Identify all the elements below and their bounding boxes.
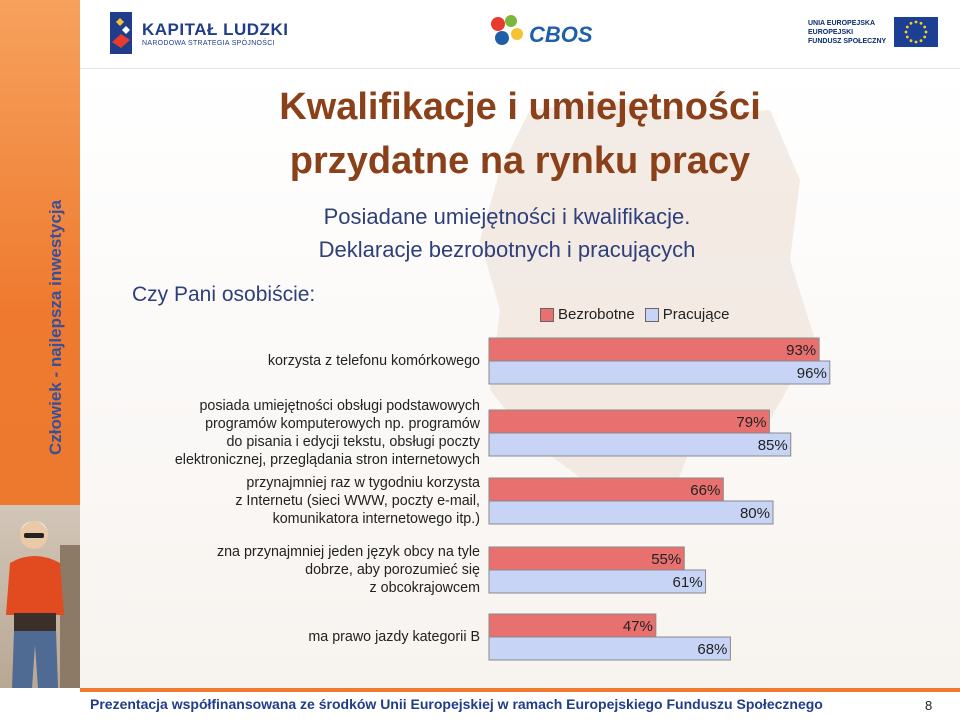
eu-flag-icon: [894, 17, 939, 47]
chart-legend: Bezrobotne Pracujące: [540, 306, 739, 323]
category-label-line: elektronicznej, przeglądania stron inter…: [174, 452, 480, 468]
category-label-line: zna przynajmniej jeden język obcy na tyl…: [216, 544, 480, 560]
legend-swatch-pracujace: [644, 307, 659, 322]
page-number: 8: [925, 698, 933, 713]
footer-bar: Prezentacja współfinansowana ze środków …: [80, 688, 960, 723]
ue-logo: UNIA EUROPEJSKA EUROPEJSKI FUNDUSZ SPOŁE…: [808, 17, 939, 47]
ue-line3: FUNDUSZ SPOŁECZNY: [808, 37, 887, 45]
category-label: posiada umiejętności obsługi podstawowyc…: [175, 397, 480, 469]
sidebar: Człowiek - najlepsza inwestycja: [0, 0, 80, 688]
ue-line1: UNIA EUROPEJSKA: [808, 19, 876, 27]
poland-map-watermark-icon: [480, 100, 815, 500]
category-label: ma prawo jazdy kategorii B: [308, 628, 480, 646]
kapital-ludzki-logo: KAPITAŁ LUDZKI NARODOWA STRATEGIA SPÓJNO…: [108, 12, 288, 54]
slide-subtitle-line1: Posiadane umiejętności i kwalifikacje.: [323, 204, 691, 229]
kapital-ludzki-subtitle: NARODOWA STRATEGIA SPÓJNOŚCI: [142, 39, 275, 47]
legend-label-pracujace: Pracujące: [662, 306, 730, 323]
kapital-ludzki-title: KAPITAŁ LUDZKI: [142, 19, 289, 39]
slide-subtitle: Posiadane umiejętności i kwalifikacje. D…: [297, 200, 717, 266]
slide-subtitle-line2: Deklaracje bezrobotnych i pracujących: [318, 237, 696, 262]
category-label-line: komunikatora internetowego itp.): [272, 511, 480, 527]
category-label: zna przynajmniej jeden język obcy na tyl…: [217, 543, 480, 597]
header-bar: [0, 0, 960, 69]
category-label: przynajmniej raz w tygodniu korzysta z In…: [235, 474, 480, 528]
slide-title-line2: przydatne na rynku pracy: [289, 140, 751, 182]
category-label-line: z obcokrajowcem: [369, 580, 480, 596]
category-label-line: do pisania i edycji tekstu, obsługi pocz…: [226, 434, 480, 450]
legend-item-bezrobotne: Bezrobotne: [540, 306, 635, 323]
category-label-line: dobrze, aby porozumieć się: [305, 562, 480, 578]
category-label-line: korzysta z telefonu komórkowego: [267, 353, 480, 369]
legend-label-bezrobotne: Bezrobotne: [558, 306, 635, 323]
survey-question: Czy Pani osobiście:: [132, 283, 316, 306]
slide-title-line1: Kwalifikacje i umiejętności: [279, 86, 761, 128]
ue-line2: EUROPEJSKI: [808, 28, 854, 36]
kapital-ludzki-emblem-icon: [108, 12, 134, 54]
category-label-line: ma prawo jazdy kategorii B: [308, 629, 480, 645]
sidebar-slogan: Człowiek - najlepsza inwestycja: [46, 199, 65, 455]
legend-item-pracujace: Pracujące: [644, 306, 730, 323]
category-label-line: posiada umiejętności obsługi podstawowyc…: [199, 398, 480, 414]
category-label-line: z Internetu (sieci WWW, poczty e-mail,: [235, 493, 480, 509]
cbos-dots-icon: [491, 15, 523, 45]
footer-text: Prezentacja współfinansowana ze środków …: [90, 696, 823, 712]
cbos-logo: CBOS: [489, 14, 593, 48]
slide-title: Kwalifikacje i umiejętności przydatne na…: [250, 80, 790, 188]
cbos-name: CBOS: [529, 22, 593, 47]
sidebar-photo: [0, 505, 80, 688]
category-label-line: przynajmniej raz w tygodniu korzysta: [246, 475, 480, 491]
category-label-line: programów komputerowych np. programów: [205, 416, 480, 432]
legend-swatch-bezrobotne: [540, 307, 554, 322]
category-label: korzysta z telefonu komórkowego: [268, 352, 480, 370]
